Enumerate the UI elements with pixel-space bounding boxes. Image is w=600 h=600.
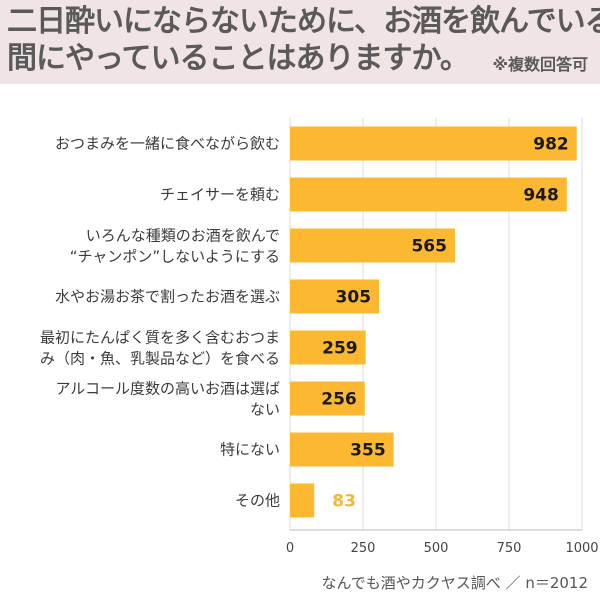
bar-5 [290,381,365,416]
bar-7 [290,483,315,518]
x-tick-label-2: 500 [424,541,449,556]
category-label-6-0: 特にない [220,441,280,459]
category-label-4-1: み（肉・魚、乳製品など）を食べる [40,350,280,368]
source-footer: なんでも酒やカクヤス調べ ／ n＝2012 [321,574,588,592]
chart-header: 二日酔いにならないために、お酒を飲んでいる 間にやっていることはありますか。 ※… [0,0,600,84]
value-label-6: 355 [350,441,386,461]
title-note: ※複数回答可 [492,55,588,74]
x-tick-label-3: 750 [497,541,522,556]
value-label-0: 982 [533,135,569,155]
value-label-3: 305 [336,288,372,308]
x-tick-label-4: 1000 [565,541,598,556]
value-label-1: 948 [523,186,559,206]
category-label-2-1: “チャンポン”しないようにする [70,248,280,266]
value-label-2: 565 [411,237,447,257]
category-label-0-0: おつまみを一緒に食べながら飲む [55,135,280,153]
category-label-3-0: 水やお湯お茶で割ったお酒を選ぶ [55,288,280,306]
bar-1 [290,177,567,212]
x-tick-label-1: 250 [351,541,376,556]
value-label-7: 83 [332,492,356,512]
bar-0 [290,126,577,161]
category-label-7-0: その他 [235,492,280,510]
bar-6 [290,432,394,467]
category-label-5-1: ない [250,401,280,419]
category-label-2-0: いろんな種類のお酒を飲んで [86,227,280,245]
category-label-5-0: アルコール度数の高いお酒は選ば [55,380,280,398]
category-label-4-0: 最初にたんぱく質を多く含むおつま [40,329,280,347]
value-label-5: 256 [321,390,357,410]
value-label-4: 259 [322,339,358,359]
bar-2 [290,228,455,263]
title-line-1: 二日酔いにならないために、お酒を飲んでいる [7,4,600,39]
bar-4 [290,330,366,365]
title-line-2: 間にやっていることはありますか。 [7,41,470,76]
x-tick-label-0: 0 [286,541,294,556]
category-label-1-0: チェイサーを頼む [160,186,280,204]
bar-3 [290,279,380,314]
